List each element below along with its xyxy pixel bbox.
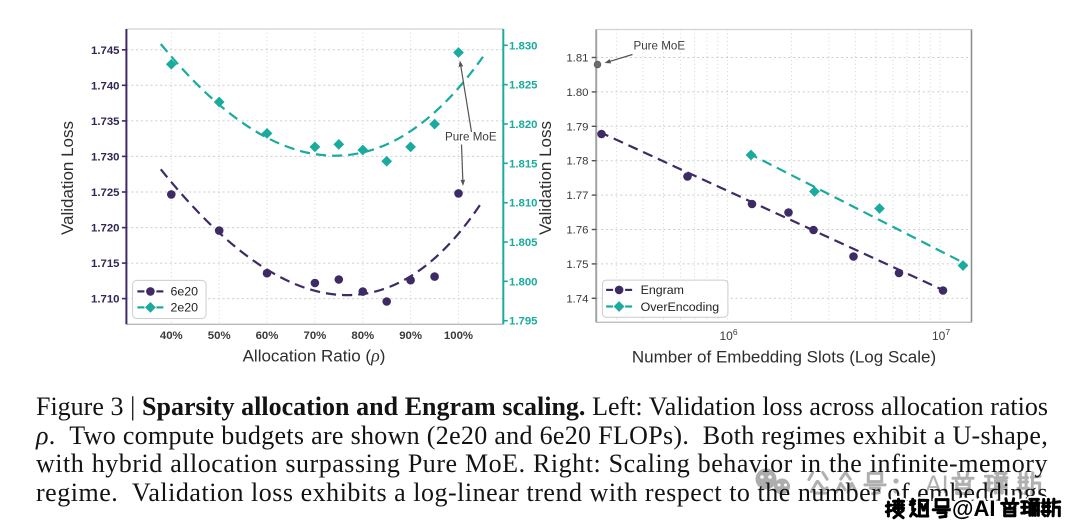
svg-text:1.81: 1.81 [566, 53, 588, 65]
svg-text:1.810: 1.810 [509, 198, 538, 210]
svg-text:2e20: 2e20 [171, 301, 199, 315]
svg-text:1.78: 1.78 [566, 156, 588, 168]
svg-text:Allocation Ratio (ρ): Allocation Ratio (ρ) [243, 346, 386, 366]
svg-text:1.815: 1.815 [509, 158, 538, 170]
svg-text:1.730: 1.730 [91, 151, 120, 163]
svg-text:1.75: 1.75 [566, 259, 588, 271]
svg-text:1.720: 1.720 [91, 223, 120, 235]
svg-text:1.820: 1.820 [509, 119, 538, 131]
svg-text:6e20: 6e20 [171, 285, 199, 299]
svg-text:90%: 90% [399, 330, 422, 342]
svg-text:Validation Loss: Validation Loss [536, 121, 555, 235]
svg-text:80%: 80% [351, 330, 374, 342]
svg-text:1.725: 1.725 [91, 187, 120, 199]
svg-text:1.80: 1.80 [566, 87, 588, 99]
svg-text:1.710: 1.710 [91, 294, 120, 306]
svg-text:1.795: 1.795 [509, 316, 538, 328]
svg-text:1.825: 1.825 [509, 80, 538, 92]
svg-text:1.745: 1.745 [91, 45, 120, 57]
svg-text:40%: 40% [160, 330, 183, 342]
svg-text:1.79: 1.79 [566, 121, 588, 133]
svg-text:1.800: 1.800 [509, 276, 538, 288]
svg-text:1.740: 1.740 [91, 80, 120, 92]
svg-text:Validation Loss: Validation Loss [58, 121, 77, 235]
svg-text:1.830: 1.830 [509, 40, 538, 52]
svg-text:100%: 100% [444, 330, 473, 342]
svg-text:1.74: 1.74 [566, 293, 588, 305]
svg-text:AI: AI [925, 471, 949, 499]
svg-text:50%: 50% [208, 330, 231, 342]
svg-text:Number of Embedding Slots (Log: Number of Embedding Slots (Log Scale) [632, 348, 936, 367]
svg-text:Pure MoE: Pure MoE [634, 40, 686, 53]
svg-text:1.735: 1.735 [91, 116, 120, 128]
svg-text:1.77: 1.77 [566, 190, 588, 202]
svg-text:1.715: 1.715 [91, 258, 120, 270]
svg-text:60%: 60% [256, 330, 279, 342]
svg-text:@AI: @AI [952, 496, 995, 521]
svg-text:OverEncoding: OverEncoding [641, 300, 720, 314]
svg-text:1.76: 1.76 [566, 225, 588, 237]
svg-text:70%: 70% [303, 330, 326, 342]
svg-text:1.805: 1.805 [509, 237, 538, 249]
svg-text:Pure MoE: Pure MoE [445, 131, 497, 144]
svg-text:Engram: Engram [641, 283, 684, 297]
